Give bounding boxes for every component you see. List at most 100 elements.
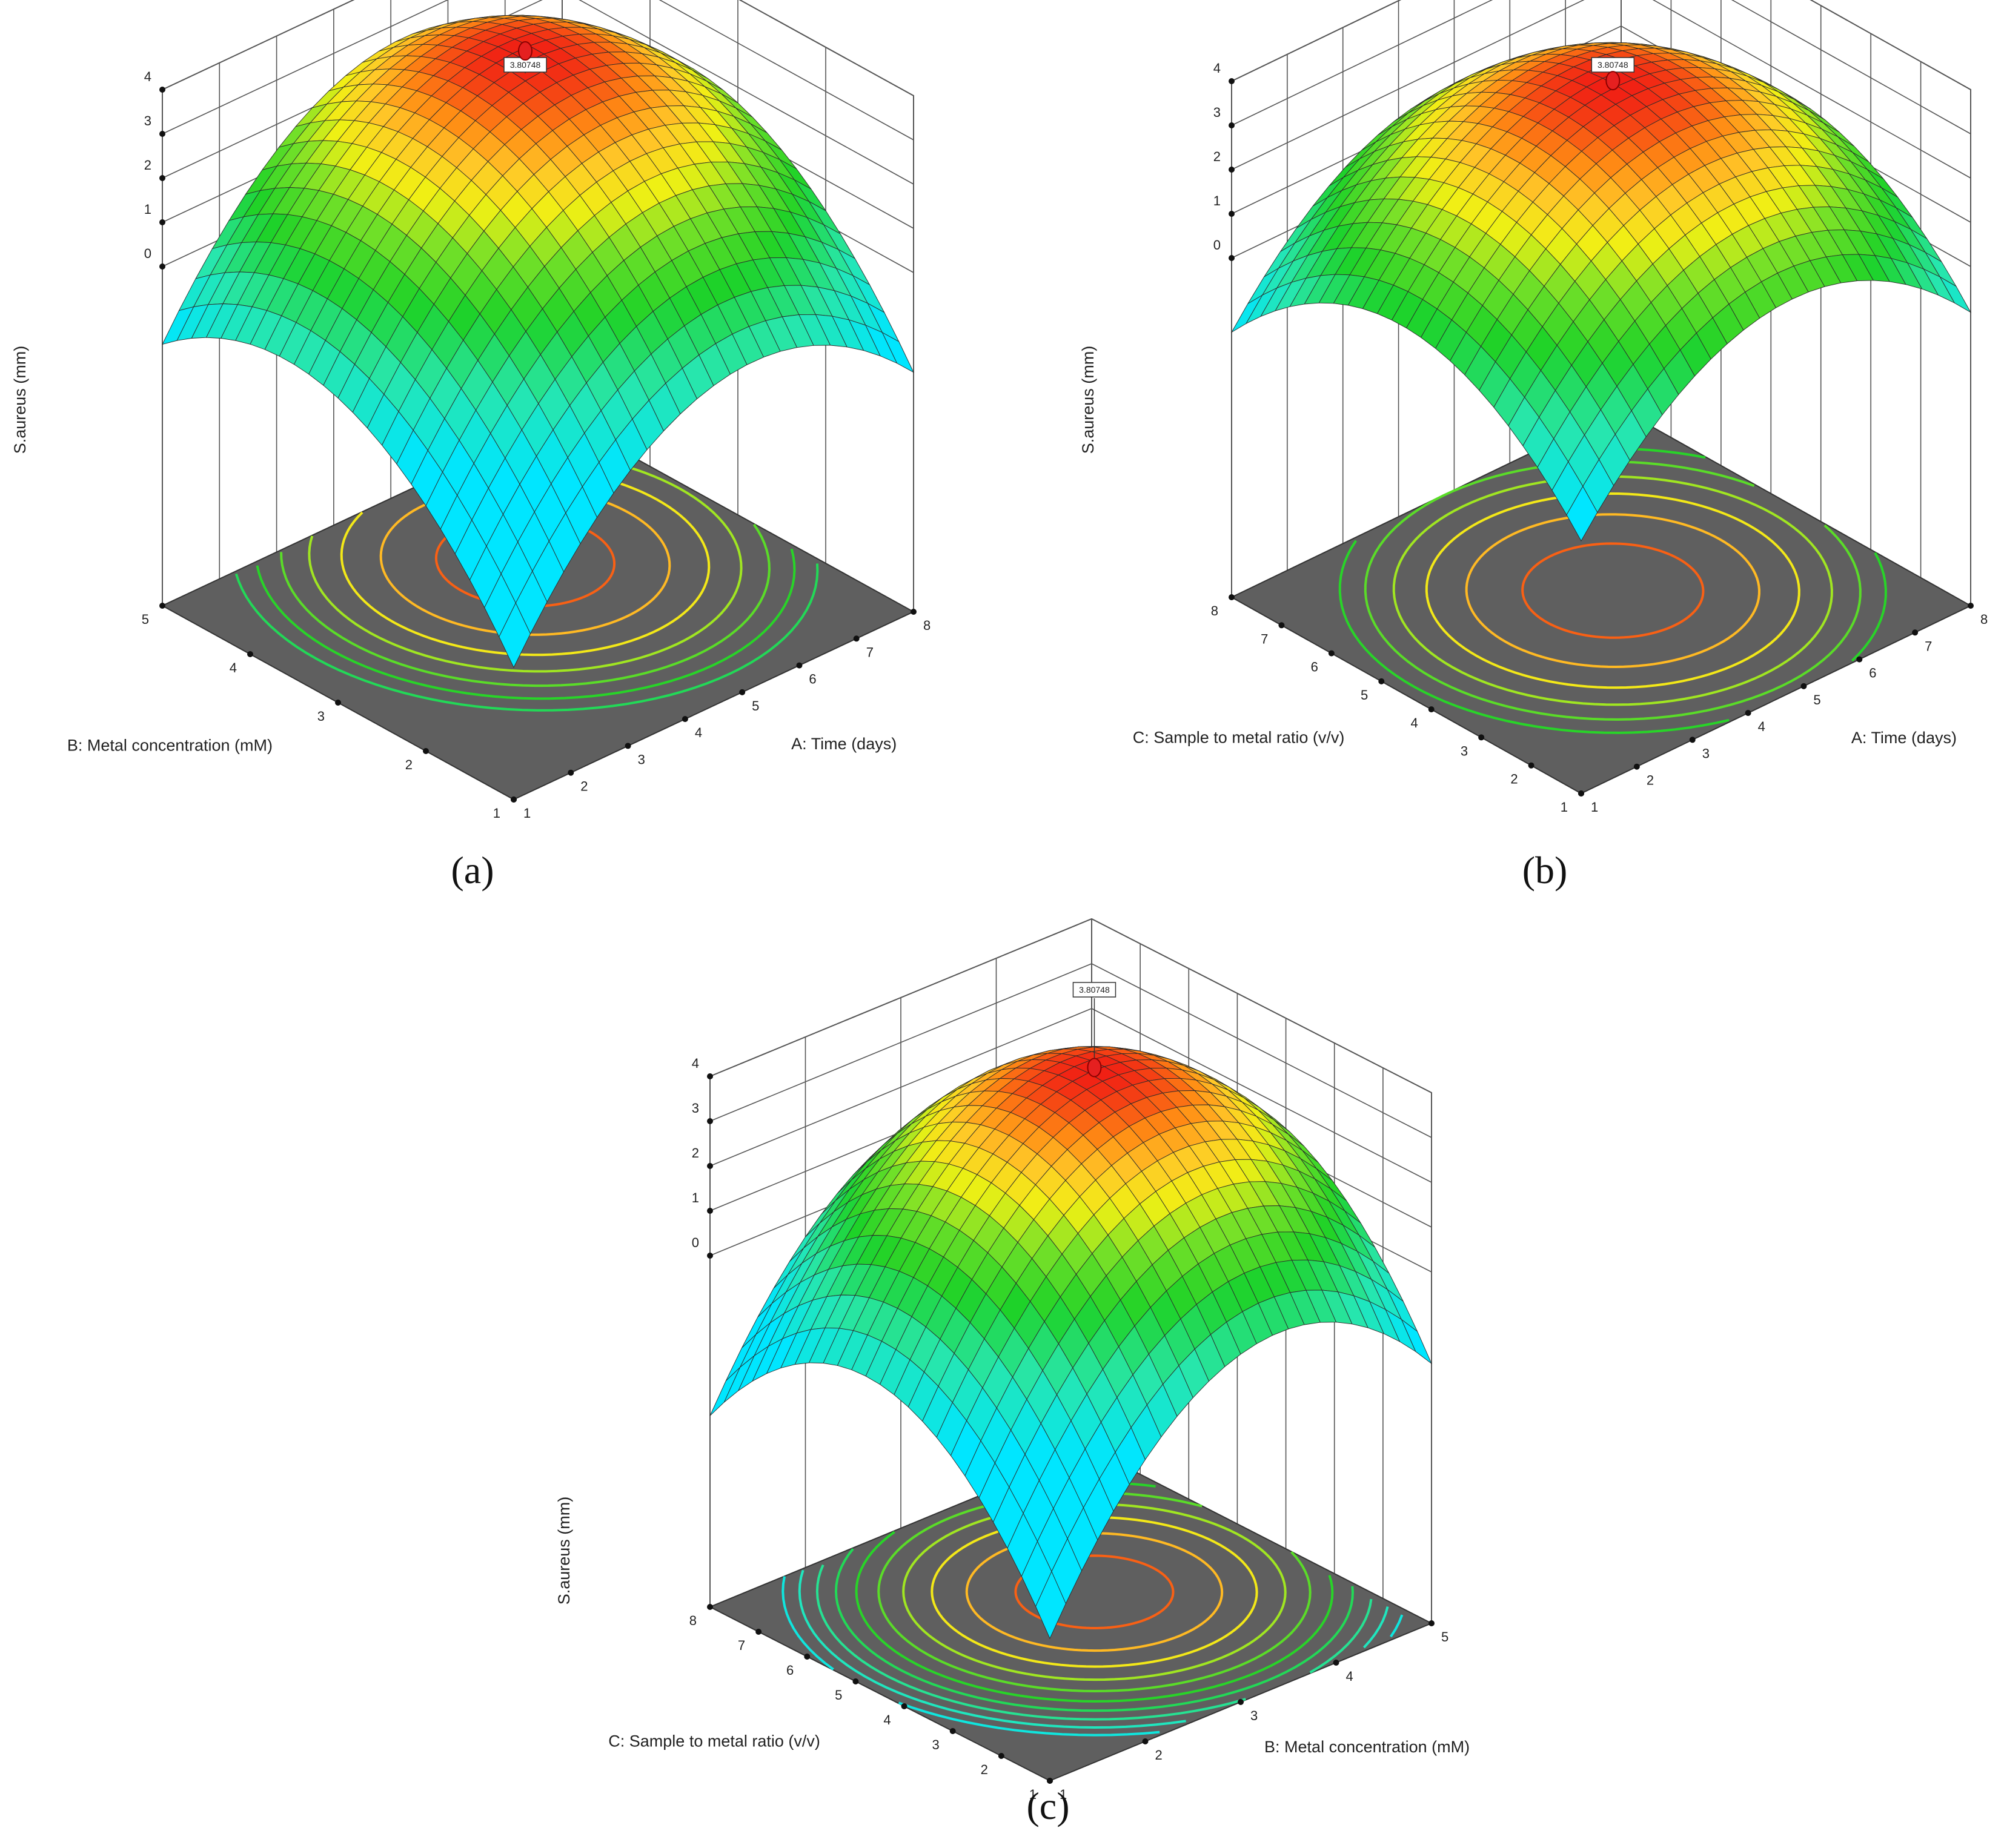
y-tick-label: 3	[317, 709, 325, 724]
y-tick-mark	[159, 603, 165, 609]
y-tick-label: 2	[405, 757, 413, 772]
z-axis-title: S.aureus (mm)	[1079, 346, 1097, 454]
z-tick-mark	[707, 1208, 713, 1214]
z-tick-label: 3	[1213, 105, 1221, 120]
z-axis: 0 1 2 3 4 S.aureus (mm)	[1079, 61, 1235, 454]
y-tick-label: 5	[835, 1687, 842, 1703]
plot-root: 3.80748 0 1 2 3 4 S.aureus (mm) 1 2 3 4 5 B: Metal c…	[555, 918, 1470, 1802]
y-tick-mark	[998, 1753, 1004, 1759]
surface-cell	[499, 602, 531, 669]
y-tick-label: 3	[1461, 743, 1468, 758]
z-tick-mark	[159, 175, 165, 181]
z-tick-mark	[707, 1118, 713, 1124]
contour-line	[1309, 1598, 1373, 1674]
y-tick-mark	[511, 796, 517, 803]
x-tick-mark	[1428, 1620, 1435, 1626]
z-tick-mark	[159, 131, 165, 137]
max-point-marker: 3.80748	[1591, 57, 1635, 91]
y-tick-label: 4	[1410, 715, 1418, 730]
y-axis: 1 2 3 4 5 B: Metal concentration (mM)	[67, 603, 517, 821]
max-point-marker: 3.80748	[503, 41, 547, 73]
x-tick-mark	[682, 716, 688, 723]
z-axis: 0 1 2 3 4 S.aureus (mm)	[11, 69, 165, 454]
contour-line	[340, 498, 711, 657]
z-tick-label: 1	[692, 1190, 699, 1205]
y-tick-mark	[901, 1703, 907, 1709]
z-axis-title: S.aureus (mm)	[555, 1497, 573, 1605]
x-tick-label: 7	[866, 644, 874, 660]
x-tick-mark	[853, 635, 860, 642]
y-tick-mark	[852, 1678, 859, 1684]
contour-line	[781, 1576, 834, 1671]
y-tick-mark	[1328, 650, 1335, 657]
x-tick-label: 1	[1060, 1787, 1067, 1802]
x-tick-mark	[1238, 1699, 1244, 1705]
z-tick-mark	[1229, 167, 1235, 173]
y-tick-mark	[1428, 706, 1435, 713]
max-flag-box	[1591, 57, 1635, 73]
z-tick-mark	[159, 219, 165, 225]
wall-gridline	[162, 0, 914, 96]
wall-gridline	[1231, 0, 1971, 90]
x-axis-title: A: Time (days)	[1851, 729, 1957, 747]
y-tick-mark	[804, 1654, 811, 1660]
max-point-dot	[1605, 71, 1621, 91]
y-tick-label: 7	[738, 1638, 745, 1653]
x-tick-label: 5	[1813, 692, 1820, 707]
z-tick-label: 4	[144, 69, 151, 84]
y-axis: 1 2 3 4 5 6 7 8 C: Sample to metal ratio (v/v)	[1133, 594, 1584, 815]
contour-line	[815, 1564, 1246, 1721]
x-axis: 1 2 3 4 5 6 7 8 A: Time (days)	[1578, 603, 1988, 815]
contour-line	[798, 1569, 1186, 1729]
z-tick-label: 2	[1213, 149, 1221, 164]
surface-cell	[1566, 485, 1598, 541]
x-tick-label: 2	[580, 779, 588, 794]
y-tick-label: 5	[142, 612, 149, 627]
response-surface	[162, 15, 915, 669]
y-tick-mark	[1229, 594, 1235, 600]
z-tick-label: 2	[692, 1145, 699, 1161]
x-tick-label: 2	[1647, 773, 1654, 788]
x-tick-label: 6	[1869, 666, 1876, 681]
x-axis: 1 2 3 4 5 B: Metal concentration (mM)	[1047, 1620, 1470, 1802]
response-surface	[1230, 42, 1972, 541]
x-tick-label: 2	[1155, 1747, 1163, 1763]
y-tick-label: 8	[1211, 603, 1218, 618]
y-tick-label: 2	[981, 1762, 988, 1777]
y-tick-mark	[707, 1604, 713, 1610]
surface-plot-b: 3.80748 0 1 2 3 4 S.aureus (mm) 1 2 3 4 5 6 7 8 A: Time…	[1006, 0, 2004, 921]
x-axis: 1 2 3 4 5 6 7 8 A: Time (days)	[511, 609, 931, 821]
z-tick-label: 0	[692, 1235, 699, 1250]
z-tick-mark	[1229, 122, 1235, 128]
z-tick-mark	[159, 263, 165, 270]
plot-root: 3.80748 0 1 2 3 4 S.aureus (mm) 1 2 3 4 5 6 7 8 A: Time…	[11, 0, 931, 821]
contour-line	[834, 1548, 1354, 1712]
x-tick-label: 1	[1591, 800, 1598, 815]
response-surface	[709, 1046, 1433, 1640]
x-tick-mark	[1745, 710, 1751, 717]
z-axis: 0 1 2 3 4 S.aureus (mm)	[555, 1056, 713, 1605]
z-tick-label: 4	[1213, 61, 1221, 76]
y-tick-mark	[1378, 678, 1385, 684]
contour-line	[1362, 1606, 1389, 1649]
y-tick-label: 8	[689, 1613, 697, 1628]
y-tick-label: 4	[883, 1712, 891, 1727]
x-tick-label: 6	[809, 672, 816, 687]
x-tick-label: 4	[1758, 719, 1765, 734]
x-tick-mark	[1633, 763, 1640, 770]
x-tick-label: 1	[523, 806, 531, 821]
x-tick-mark	[625, 743, 631, 749]
contour-line	[1338, 540, 1730, 734]
x-tick-mark	[911, 609, 917, 615]
plot-root: 3.80748 0 1 2 3 4 S.aureus (mm) 1 2 3 4 5 6 7 8 A: Time…	[1079, 0, 1988, 815]
max-point-dot	[1087, 1058, 1102, 1078]
x-tick-label: 5	[1441, 1629, 1448, 1644]
z-tick-label: 0	[1213, 237, 1221, 253]
z-tick-label: 0	[144, 246, 151, 261]
x-tick-label: 8	[923, 618, 931, 633]
x-tick-mark	[1912, 629, 1919, 636]
z-tick-label: 3	[692, 1101, 699, 1116]
x-tick-label: 7	[1925, 638, 1932, 654]
surface-plot-c-svg: 3.80748 0 1 2 3 4 S.aureus (mm) 1 2 3 4 5 B: Metal c…	[555, 918, 1470, 1802]
contour-line	[855, 1531, 1334, 1703]
